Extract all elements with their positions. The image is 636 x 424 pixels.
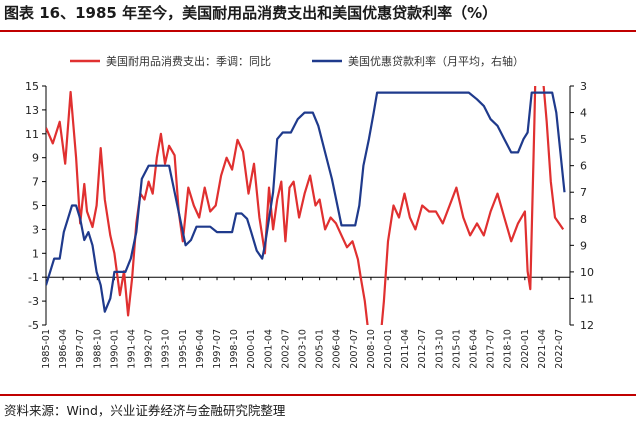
y-right-tick-label: 9 [580,239,587,252]
x-tick-label: 1991-04 [127,329,138,369]
y-right-tick-label: 10 [580,266,594,279]
y-left-tick-label: -1 [28,271,39,284]
x-tick-label: 1988-10 [92,329,103,369]
x-tick-label: 2001-04 [263,329,274,369]
y-left-tick-label: -3 [28,295,39,308]
x-tick-label: 2012-07 [417,329,428,369]
x-tick-label: 2005-01 [315,329,326,369]
x-tick-label: 2000-01 [246,329,257,369]
x-tick-label: 1986-04 [58,329,69,369]
y-left-tick-label: 7 [32,176,39,189]
top-rule [0,30,636,32]
x-tick-label: 2022-07 [554,329,565,369]
x-tick-label: 2017-07 [486,329,497,369]
y-left-tick-label: 13 [25,104,39,117]
y-left-tick-label: 1 [32,247,39,260]
x-tick-label: 2015-01 [451,329,462,369]
y-right-tick-label: 8 [580,213,587,226]
source-note: 资料来源：Wind，兴业证券经济与金融研究院整理 [4,403,286,418]
x-tick-label: 2013-10 [434,329,445,369]
x-tick-label: 1995-01 [178,329,189,369]
series-line-prime-rate [46,91,566,313]
x-tick-label: 2006-04 [332,329,343,369]
y-left-tick-label: 5 [32,200,39,213]
y-right-tick-label: 11 [580,292,594,305]
y-right-tick-label: 12 [580,319,594,332]
y-left-tick-label: 3 [32,223,39,236]
x-tick-label: 1997-07 [212,329,223,369]
series-line-durable-goods [46,86,565,325]
x-tick-label: 2008-10 [366,329,377,369]
chart-title: 图表 16、1985 年至今，美国耐用品消费支出和美国优惠贷款利率（%） [4,4,498,22]
y-right-tick-label: 5 [580,133,587,146]
x-tick-label: 2020-01 [520,329,531,369]
x-tick-label: 2002-07 [280,329,291,369]
x-tick-label: 2007-07 [349,329,360,369]
bottom-rule [0,394,636,396]
x-tick-label: 2010-01 [383,329,394,369]
x-tick-label: 1985-01 [41,329,52,369]
legend-durable-goods-label: 美国耐用品消费支出：季调：同比 [106,54,271,68]
x-tick-label: 1990-01 [109,329,120,369]
axes: 15 13 11 9 7 5 3 1 -1 -3 -5 3 4 5 6 7 8 9 10 11 12 1985-01 198… [25,80,594,369]
y-left-tick-label: 9 [32,152,39,165]
x-tick-label: 2016-04 [469,329,480,369]
x-tick-label: 1993-10 [161,329,172,369]
y-left-tick-label: 15 [25,80,39,93]
y-right-tick-label: 3 [580,80,587,93]
x-tick-label: 2018-10 [503,329,514,369]
x-tick-label: 1992-07 [144,329,155,369]
y-left-tick-label: -5 [28,319,39,332]
y-right-tick-label: 4 [580,107,587,120]
y-left-tick-label: 11 [25,128,39,141]
legend: 美国耐用品消费支出：季调：同比 美国优惠贷款利率（月平均，右轴） [70,54,524,68]
x-tick-label: 2003-10 [298,329,309,369]
series-layer [46,86,566,325]
x-tick-label: 1996-04 [195,329,206,369]
legend-prime-rate-label: 美国优惠贷款利率（月平均，右轴） [348,54,524,68]
y-right-tick-label: 7 [580,186,587,199]
x-tick-label: 2021-04 [537,329,548,369]
y-right-tick-label: 6 [580,160,587,173]
x-tick-label: 2011-04 [400,329,411,369]
x-tick-label: 1998-10 [229,329,240,369]
x-tick-label: 1987-07 [75,329,86,369]
